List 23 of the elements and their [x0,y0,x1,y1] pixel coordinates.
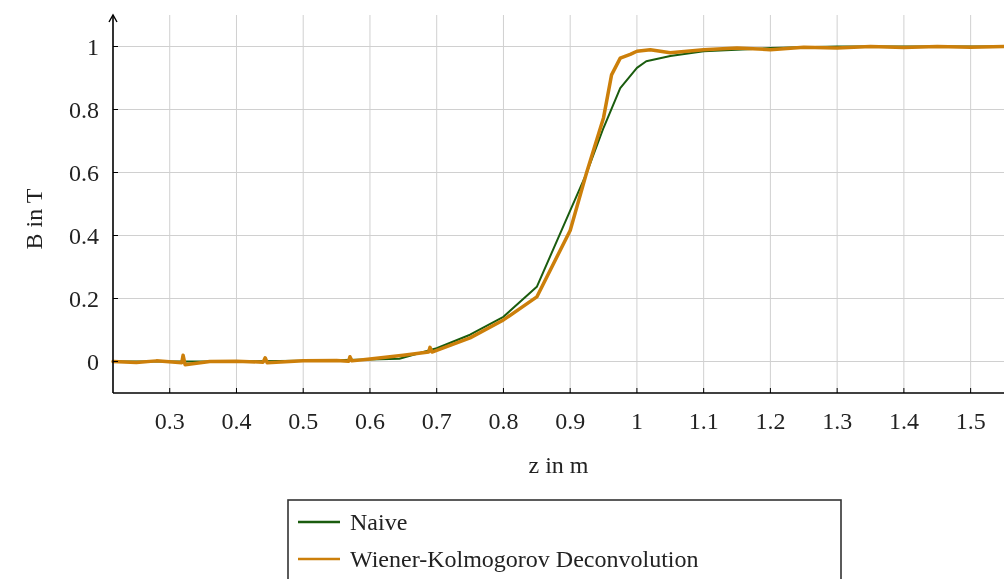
legend-label: Naive [350,509,408,535]
y-tick-label: 0 [87,348,99,375]
x-tick-label: 1.4 [888,408,919,434]
y-tick-label: 0.6 [69,159,99,186]
x-tick-label: 1 [630,408,643,434]
x-axis-title: z in m [528,452,589,478]
x-tick-label: 0.5 [288,408,319,434]
x-tick-label: 1.2 [755,408,786,434]
y-axis-title: B in T [21,188,47,250]
x-tick-label: 0.7 [421,408,452,434]
y-tick-label: 0.8 [69,96,99,123]
x-tick-label: 0.6 [354,408,385,434]
x-tick-label: 1.5 [955,408,986,434]
y-tick-label: 0.4 [69,222,99,249]
legend-label: Wiener-Kolmogorov Deconvolution [350,546,699,572]
y-tick-label: 1 [87,33,99,60]
x-tick-label: 0.8 [488,408,519,434]
x-tick-label: 0.9 [555,408,586,434]
y-tick-label: 0.2 [69,285,99,312]
x-tick-label: 1.1 [688,408,719,434]
x-tick-label: 1.3 [822,408,853,434]
x-tick-label: 0.4 [221,408,252,434]
x-tick-label: 0.3 [154,408,185,434]
